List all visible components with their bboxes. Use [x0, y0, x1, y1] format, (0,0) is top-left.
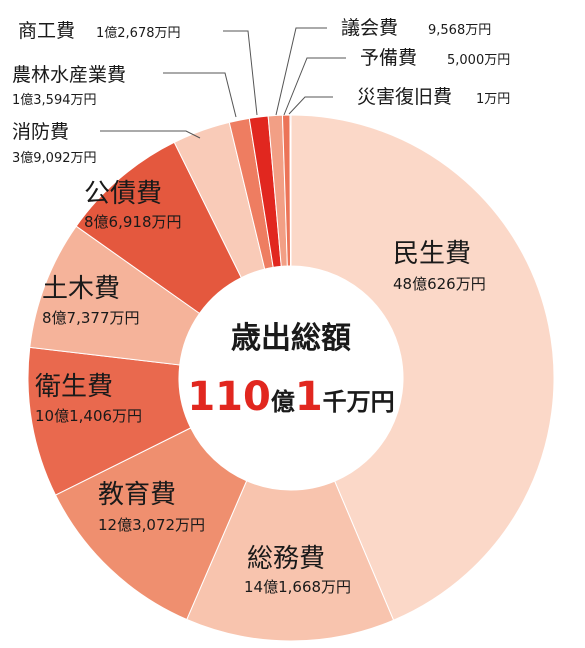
slices-layer	[27, 114, 555, 642]
slice-name-label: 総務費	[247, 544, 325, 574]
donut-slice	[54, 427, 248, 621]
center-total-part-0: 110	[187, 374, 271, 420]
center-total-part-3: 千万円	[323, 388, 395, 416]
slice-value-label: 8億6,918万円	[84, 213, 182, 231]
slice-name-label: 衛生費	[35, 372, 113, 402]
slice-name-label: 教育費	[98, 480, 176, 510]
slice-name-label: 商工費	[18, 20, 75, 42]
slice-value-label: 1億2,678万円	[96, 25, 181, 41]
slice-name-label: 予備費	[360, 47, 417, 69]
slice-value-label: 14億1,668万円	[244, 578, 351, 596]
slice-value-label: 1億3,594万円	[12, 92, 97, 108]
donut-slice	[290, 114, 555, 621]
slice-value-label: 1万円	[476, 92, 510, 107]
slice-name-label: 災害復旧費	[357, 86, 452, 108]
leader-line	[288, 96, 333, 115]
leader-line	[275, 27, 327, 116]
center-total: 110億1千万円	[187, 374, 394, 420]
leader-lines	[100, 27, 346, 139]
slice-value-label: 12億3,072万円	[98, 516, 205, 534]
leader-line	[283, 57, 346, 116]
slice-name-label: 消防費	[12, 121, 69, 143]
slice-value-label: 48億626万円	[393, 275, 486, 293]
slice-value-label: 10億1,406万円	[35, 407, 142, 425]
center-total-part-1: 億	[271, 388, 295, 416]
slice-name-label: 農林水産業費	[12, 64, 126, 86]
center-total-part-2: 1	[295, 374, 323, 420]
slice-value-label: 8億7,377万円	[42, 309, 140, 327]
donut-slice	[289, 114, 292, 267]
slice-name-label: 議会費	[341, 17, 398, 39]
center-label: 歳出総額 110億1千万円	[187, 321, 394, 420]
leader-line	[163, 72, 237, 118]
leader-line	[100, 130, 201, 139]
slice-value-label: 9,568万円	[428, 23, 491, 38]
slice-name-label: 公債費	[84, 179, 162, 209]
center-title: 歳出総額	[231, 321, 351, 356]
leader-line	[223, 30, 258, 116]
donut-slice	[186, 480, 395, 642]
slice-name-label: 民生費	[393, 239, 471, 269]
slice-name-label: 土木費	[42, 274, 120, 304]
slice-value-label: 3億9,092万円	[12, 150, 97, 166]
slice-value-label: 5,000万円	[447, 53, 510, 68]
